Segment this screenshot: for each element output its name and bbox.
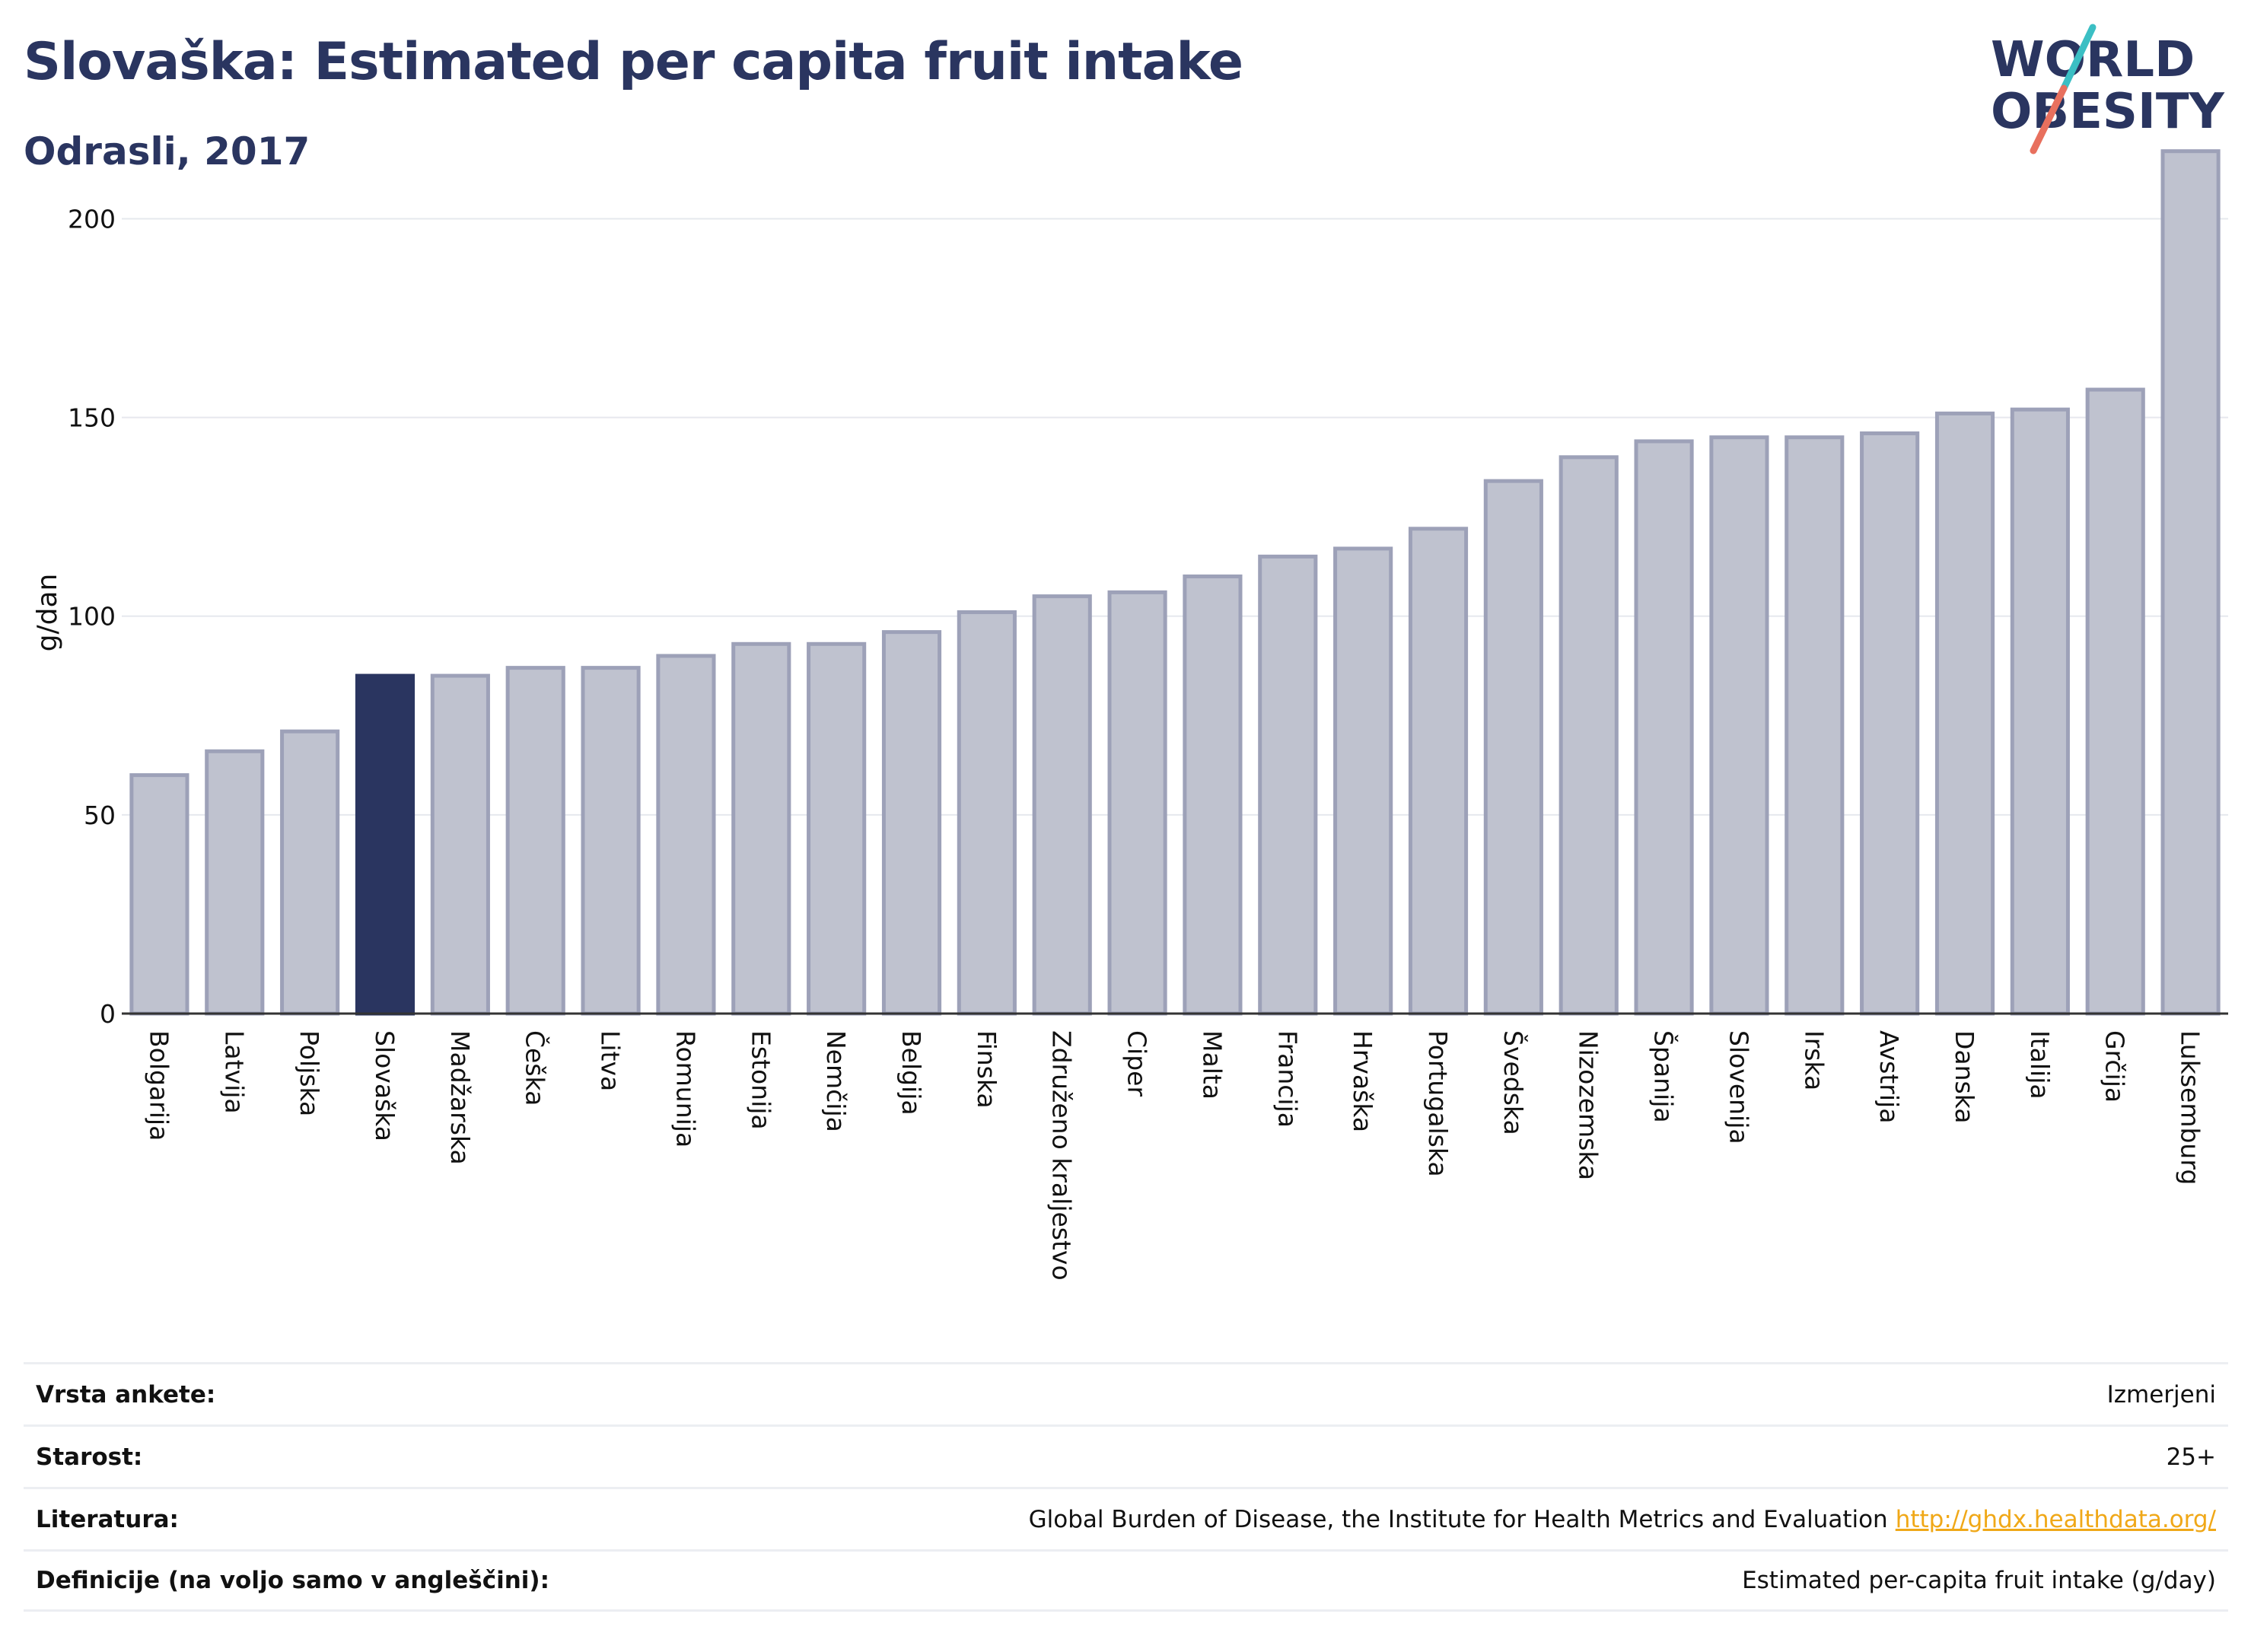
x-tick-label: Bolgarija [144,1030,174,1141]
x-tick-label: Francija [1272,1030,1302,1128]
bar-highlighted[interactable] [355,673,415,1016]
world-obesity-logo[interactable]: WORLD OBESITY [1979,21,2237,158]
logo-slash-coral [2030,84,2068,154]
x-tick-label: Ciper [1122,1030,1152,1097]
x-tick-label: Latvija [219,1030,249,1114]
bar[interactable] [430,673,490,1016]
x-tick-label: Estonija [746,1030,775,1130]
bar[interactable] [1860,431,1920,1016]
y-axis-label: g/dan [32,574,63,652]
bar[interactable] [1333,546,1393,1016]
y-tick-label: 150 [68,403,116,433]
y-tick-label: 0 [100,999,116,1029]
bar-chart: 0 50 100 150 200 g/dan Bolgarija Latvija Poljs… [32,149,2228,1281]
info-label: Starost: [36,1443,143,1471]
bar[interactable] [1934,411,1995,1016]
bar[interactable] [1032,594,1092,1016]
logo-slash-teal [2060,24,2097,92]
bar[interactable] [1258,554,1318,1016]
y-axis-ticks: 0 50 100 150 200 [68,204,116,1029]
bar[interactable] [1634,439,1694,1016]
x-tick-label: Slovenija [1724,1030,1753,1144]
x-tick-label: Irska [1799,1030,1829,1090]
info-label: Vrsta ankete: [36,1380,216,1408]
bar[interactable] [205,749,265,1016]
bar[interactable] [1709,435,1769,1016]
x-tick-label: Malta [1197,1030,1227,1100]
y-tick-label: 100 [68,602,116,632]
info-row-literature: Literatura: Global Burden of Disease, th… [24,1487,2228,1549]
y-tick-label: 50 [84,801,116,830]
x-tick-label: Hrvaška [1348,1030,1377,1132]
info-label: Definicije (na voljo samo v angleščini): [36,1567,549,1594]
x-tick-label: Grčija [2100,1030,2130,1103]
chart-subtitle: Odrasli, 2017 [24,129,310,173]
info-table: Vrsta ankete: Izmerjeni Starost: 25+ Lit… [24,1362,2228,1612]
logo-text-world: WORLD [1991,32,2195,88]
bar[interactable] [1785,435,1845,1016]
x-tick-label: Avstrija [1874,1030,1904,1123]
bar[interactable] [731,641,791,1016]
x-tick-label: Luksemburg [2176,1030,2205,1185]
x-tick-label: Belgija [896,1030,926,1116]
bar[interactable] [129,773,189,1016]
literature-source: Global Burden of Disease, the Institute … [1028,1505,1888,1533]
info-row-definitions: Definicije (na voljo samo v angleščini):… [24,1549,2228,1612]
x-tick-label: Nemčija [821,1030,851,1132]
bar[interactable] [656,654,716,1016]
x-tick-label: Združeno kraljestvo [1047,1030,1077,1281]
bar[interactable] [1107,590,1167,1016]
chart-title: Slovaška: Estimated per capita fruit int… [24,32,1243,92]
x-tick-label: Češka [521,1030,551,1106]
info-value: 25+ [2166,1443,2216,1471]
bar[interactable] [581,666,641,1016]
bar[interactable] [1483,479,1543,1016]
x-tick-label: Španija [1649,1030,1679,1123]
bar[interactable] [1559,455,1619,1016]
x-tick-label: Litva [596,1030,626,1091]
bar[interactable] [2085,387,2145,1016]
bar[interactable] [505,666,565,1016]
logo-text-obesity: OBESITY [1991,84,2224,140]
info-value: Estimated per-capita fruit intake (g/day… [1742,1567,2216,1594]
x-tick-label: Madžarska [445,1030,475,1165]
x-tick-label: Italija [2025,1030,2055,1100]
bar[interactable] [2010,407,2070,1016]
x-tick-label: Portugalska [1423,1030,1453,1177]
x-tick-label: Finska [972,1030,1001,1109]
x-tick-label: Poljska [295,1030,324,1116]
x-tick-label: Nizozemska [1574,1030,1603,1180]
info-value-literature: Global Burden of Disease, the Institute … [1029,1506,2216,1533]
info-row-age: Starost: 25+ [24,1424,2228,1487]
x-tick-label: Švedska [1498,1030,1529,1135]
bar[interactable] [957,610,1017,1016]
bar[interactable] [881,630,942,1016]
info-row-survey-type: Vrsta ankete: Izmerjeni [24,1362,2228,1424]
x-tick-label: Slovaška [370,1030,400,1141]
bars [129,149,2221,1016]
bar[interactable] [1183,575,1243,1016]
x-tick-label: Danska [1950,1030,1979,1124]
x-axis-labels: Bolgarija Latvija Poljska Slovaška Madžarska… [144,1030,2205,1281]
info-label: Literatura: [36,1505,179,1533]
bar[interactable] [1408,527,1469,1016]
info-value: Izmerjeni [2106,1380,2216,1408]
x-tick-label: Romunija [670,1030,700,1147]
source-link[interactable]: http://ghdx.healthdata.org/ [1895,1505,2216,1533]
bar[interactable] [2160,149,2221,1016]
bar[interactable] [280,729,340,1016]
y-tick-label: 200 [68,204,116,234]
bar[interactable] [807,641,867,1016]
